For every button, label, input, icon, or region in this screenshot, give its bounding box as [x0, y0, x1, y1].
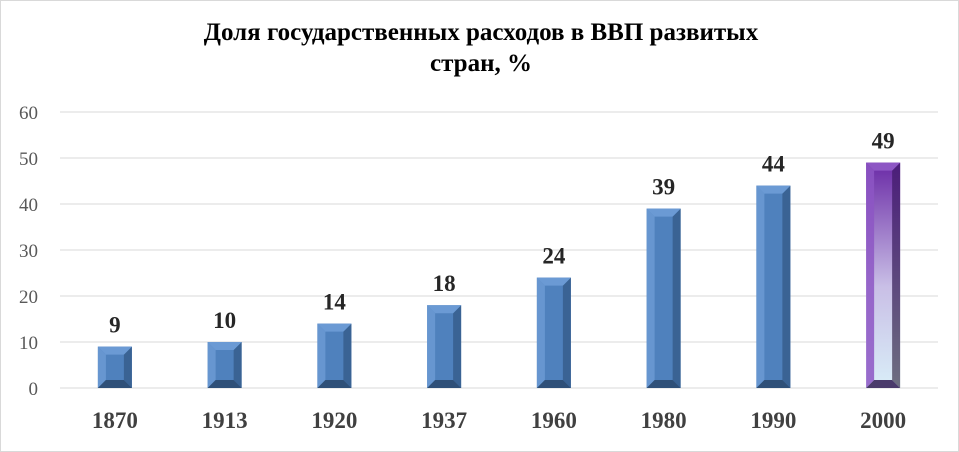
bar-bevel-left [646, 208, 655, 388]
x-tick-label: 1913 [202, 408, 248, 433]
data-label: 49 [872, 129, 895, 154]
bar-bevel-top [646, 208, 681, 217]
bar [536, 277, 571, 388]
bar-bevel-left [317, 323, 326, 388]
bar [207, 342, 242, 388]
data-label: 14 [323, 290, 347, 315]
bar [866, 162, 901, 388]
y-tick-label: 30 [19, 241, 38, 262]
data-label: 10 [213, 308, 236, 333]
y-tick-label: 20 [19, 287, 38, 308]
bar-bevel-bottom [756, 380, 791, 388]
bar-bevel-right [123, 346, 132, 388]
bar-bevel-bottom [536, 380, 571, 388]
bar-bevel-left [756, 185, 765, 388]
bar-bevel-left [97, 346, 106, 388]
bar-bevel-right [782, 185, 791, 388]
bar-bevel-left [536, 277, 545, 388]
bar-bevel-bottom [97, 380, 132, 388]
data-label: 9 [109, 313, 121, 338]
bar-bevel-right [343, 323, 352, 388]
x-tick-label: 1980 [641, 408, 687, 433]
bar-bevel-top [317, 323, 352, 332]
y-tick-label: 60 [19, 103, 38, 124]
bar-bevel-right [892, 162, 901, 388]
bar-bevel-right [672, 208, 681, 388]
bar-bevel-bottom [317, 380, 352, 388]
bar [97, 346, 132, 388]
bar [756, 185, 791, 388]
bar [646, 208, 681, 388]
bar-bevel-top [536, 277, 571, 286]
bar-bevel-right [562, 277, 571, 388]
bar-bevel-top [427, 305, 462, 314]
bar-bevel-right [453, 305, 462, 388]
x-tick-label: 1937 [421, 408, 467, 433]
bar-bevel-left [866, 162, 875, 388]
data-label: 24 [542, 244, 566, 269]
chart-title: Доля государственных расходов в ВВП разв… [81, 17, 881, 79]
bar [317, 323, 352, 388]
bar-bevel-right [233, 342, 242, 388]
data-label: 44 [762, 152, 786, 177]
x-tick-label: 1920 [311, 408, 357, 433]
bar-bevel-left [427, 305, 436, 388]
chart-title-line-2: стран, % [430, 50, 532, 77]
chart-title-line-1: Доля государственных расходов в ВВП разв… [203, 19, 759, 46]
data-label: 18 [433, 271, 456, 296]
bar-bevel-top [207, 342, 242, 350]
data-label: 39 [652, 175, 675, 200]
bar-bevel-bottom [427, 380, 462, 388]
bar-bevel-bottom [646, 380, 681, 388]
bar-bevel-left [207, 342, 216, 388]
bar-bevel-top [97, 346, 132, 355]
x-tick-label: 1960 [531, 408, 577, 433]
x-tick-label: 1870 [92, 408, 138, 433]
x-tick-label: 2000 [860, 408, 906, 433]
bar-bevel-bottom [207, 380, 242, 388]
x-tick-label: 1990 [750, 408, 796, 433]
y-tick-label: 50 [19, 149, 38, 170]
y-tick-label: 10 [19, 333, 38, 354]
bar [427, 305, 462, 388]
bar-bevel-bottom [866, 380, 901, 388]
y-tick-label: 40 [19, 195, 38, 216]
bar-bevel-top [756, 185, 791, 194]
y-tick-label: 0 [29, 379, 39, 400]
bar-bevel-top [866, 162, 901, 171]
